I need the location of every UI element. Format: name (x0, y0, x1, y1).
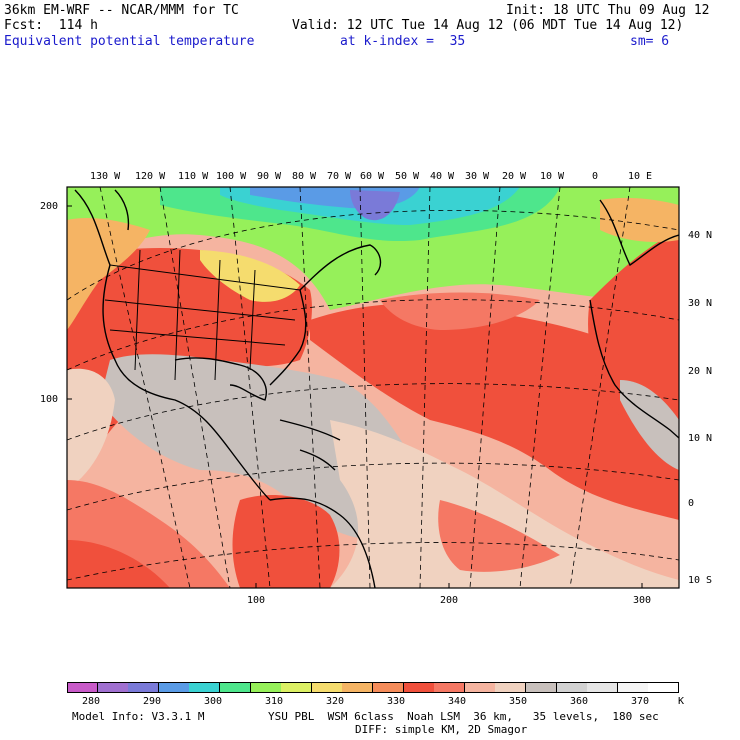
coastlines (74, 189, 679, 588)
colorbar-swatch (189, 682, 221, 693)
colorbar-swatch (220, 682, 251, 693)
theta-e-field (67, 187, 679, 588)
colorbar-swatch (587, 682, 619, 693)
colorbar-label: 320 (326, 696, 345, 707)
graticule (67, 187, 679, 588)
level-info: at k-index = 35 (340, 34, 466, 49)
colorbar-swatch (464, 682, 496, 693)
colorbar-swatch (281, 682, 313, 693)
caribbean-grey (100, 354, 431, 541)
state-borders (104, 249, 301, 381)
lon-label: 20 W (502, 171, 527, 182)
smoothing-info: sm= 6 (630, 34, 670, 49)
init-time: Init: 18 UTC Thu 09 Aug 12 (506, 3, 710, 18)
map-frame (66, 186, 680, 589)
colorbar-swatch (556, 682, 588, 693)
lat-label: 40 N (688, 230, 713, 241)
colorbar-unit: K (678, 696, 685, 707)
physics-info: YSU PBL WSM 6class Noah LSM 36 km, 35 le… (268, 710, 659, 723)
colorbar-swatch (617, 682, 649, 693)
equatorial-salmon (438, 500, 560, 572)
colorbar-swatch (434, 682, 466, 693)
y-tick: 100 (40, 394, 59, 405)
lon-label: 10 E (628, 171, 653, 182)
colorbar-swatch (495, 682, 527, 693)
x-tick: 200 (440, 595, 459, 606)
lon-label: 10 W (540, 171, 565, 182)
colorbar-swatch (373, 682, 404, 693)
lon-label: 90 W (257, 171, 282, 182)
colorbar-swatch (311, 682, 343, 693)
x-tick: 100 (247, 595, 266, 606)
lon-label: 30 W (465, 171, 490, 182)
lat-label: 10 N (688, 433, 713, 444)
colorbar-swatch (97, 682, 129, 693)
colorbar-label: 290 (143, 696, 162, 707)
lon-label: 0 (592, 171, 599, 182)
atlantic-warm-band (310, 303, 679, 520)
lat-label: 10 S (688, 575, 713, 586)
frame-ticks (67, 205, 643, 588)
colorbar-swatch (342, 682, 374, 693)
colorbar-label: 330 (387, 696, 406, 707)
model-title: 36km EM-WRF -- NCAR/MMM for TC (4, 3, 239, 18)
equatorial-light (330, 420, 679, 588)
great-lakes-yellow (200, 250, 300, 302)
colorbar-swatch (403, 682, 435, 693)
atlantic-salmon (380, 292, 540, 330)
cool-band-green (67, 187, 679, 310)
lat-label: 30 N (688, 298, 713, 309)
colorbar-swatch (250, 682, 282, 693)
colorbar-swatch (67, 682, 98, 693)
colorbar-label: 350 (509, 696, 528, 707)
diffusion-info: DIFF: simple KM, 2D Smagor (355, 723, 528, 736)
x-tick: 300 (633, 595, 652, 606)
na-west-coast (67, 218, 150, 330)
lon-label: 110 W (178, 171, 209, 182)
lon-label: 100 W (216, 171, 247, 182)
east-pacific-red (67, 540, 170, 588)
colorbar-label: 280 (82, 696, 101, 707)
sahel-grey (620, 380, 679, 470)
lon-label: 40 W (430, 171, 455, 182)
colorbar-swatch (128, 682, 160, 693)
colorbar-label: 300 (204, 696, 223, 707)
cool-band-purple (350, 190, 400, 221)
lon-label: 130 W (90, 171, 121, 182)
colorbar-swatch (648, 682, 680, 693)
lon-label: 70 W (327, 171, 352, 182)
field-name: Equivalent potential temperature (4, 34, 255, 49)
lat-label: 0 (688, 498, 695, 509)
y-tick: 200 (40, 201, 59, 212)
lon-label: 60 W (360, 171, 385, 182)
colorbar-label: 340 (448, 696, 467, 707)
colorbar-label: 370 (631, 696, 650, 707)
colorbar-swatch (158, 682, 190, 693)
south-america-warm (232, 495, 340, 588)
forecast-hour: Fcst: 114 h (4, 18, 98, 33)
colorbar-label: 360 (570, 696, 589, 707)
europe-orange (600, 197, 679, 242)
colorbar-label: 310 (265, 696, 284, 707)
lon-label: 50 W (395, 171, 420, 182)
lon-label: 80 W (292, 171, 317, 182)
colorbar-swatch (526, 682, 557, 693)
lat-label: 20 N (688, 366, 713, 377)
model-info: Model Info: V3.3.1 M (72, 710, 205, 723)
pacific-light (67, 368, 115, 490)
valid-time: Valid: 12 UTC Tue 14 Aug 12 (06 MDT Tue … (292, 18, 684, 33)
lon-label: 120 W (135, 171, 166, 182)
